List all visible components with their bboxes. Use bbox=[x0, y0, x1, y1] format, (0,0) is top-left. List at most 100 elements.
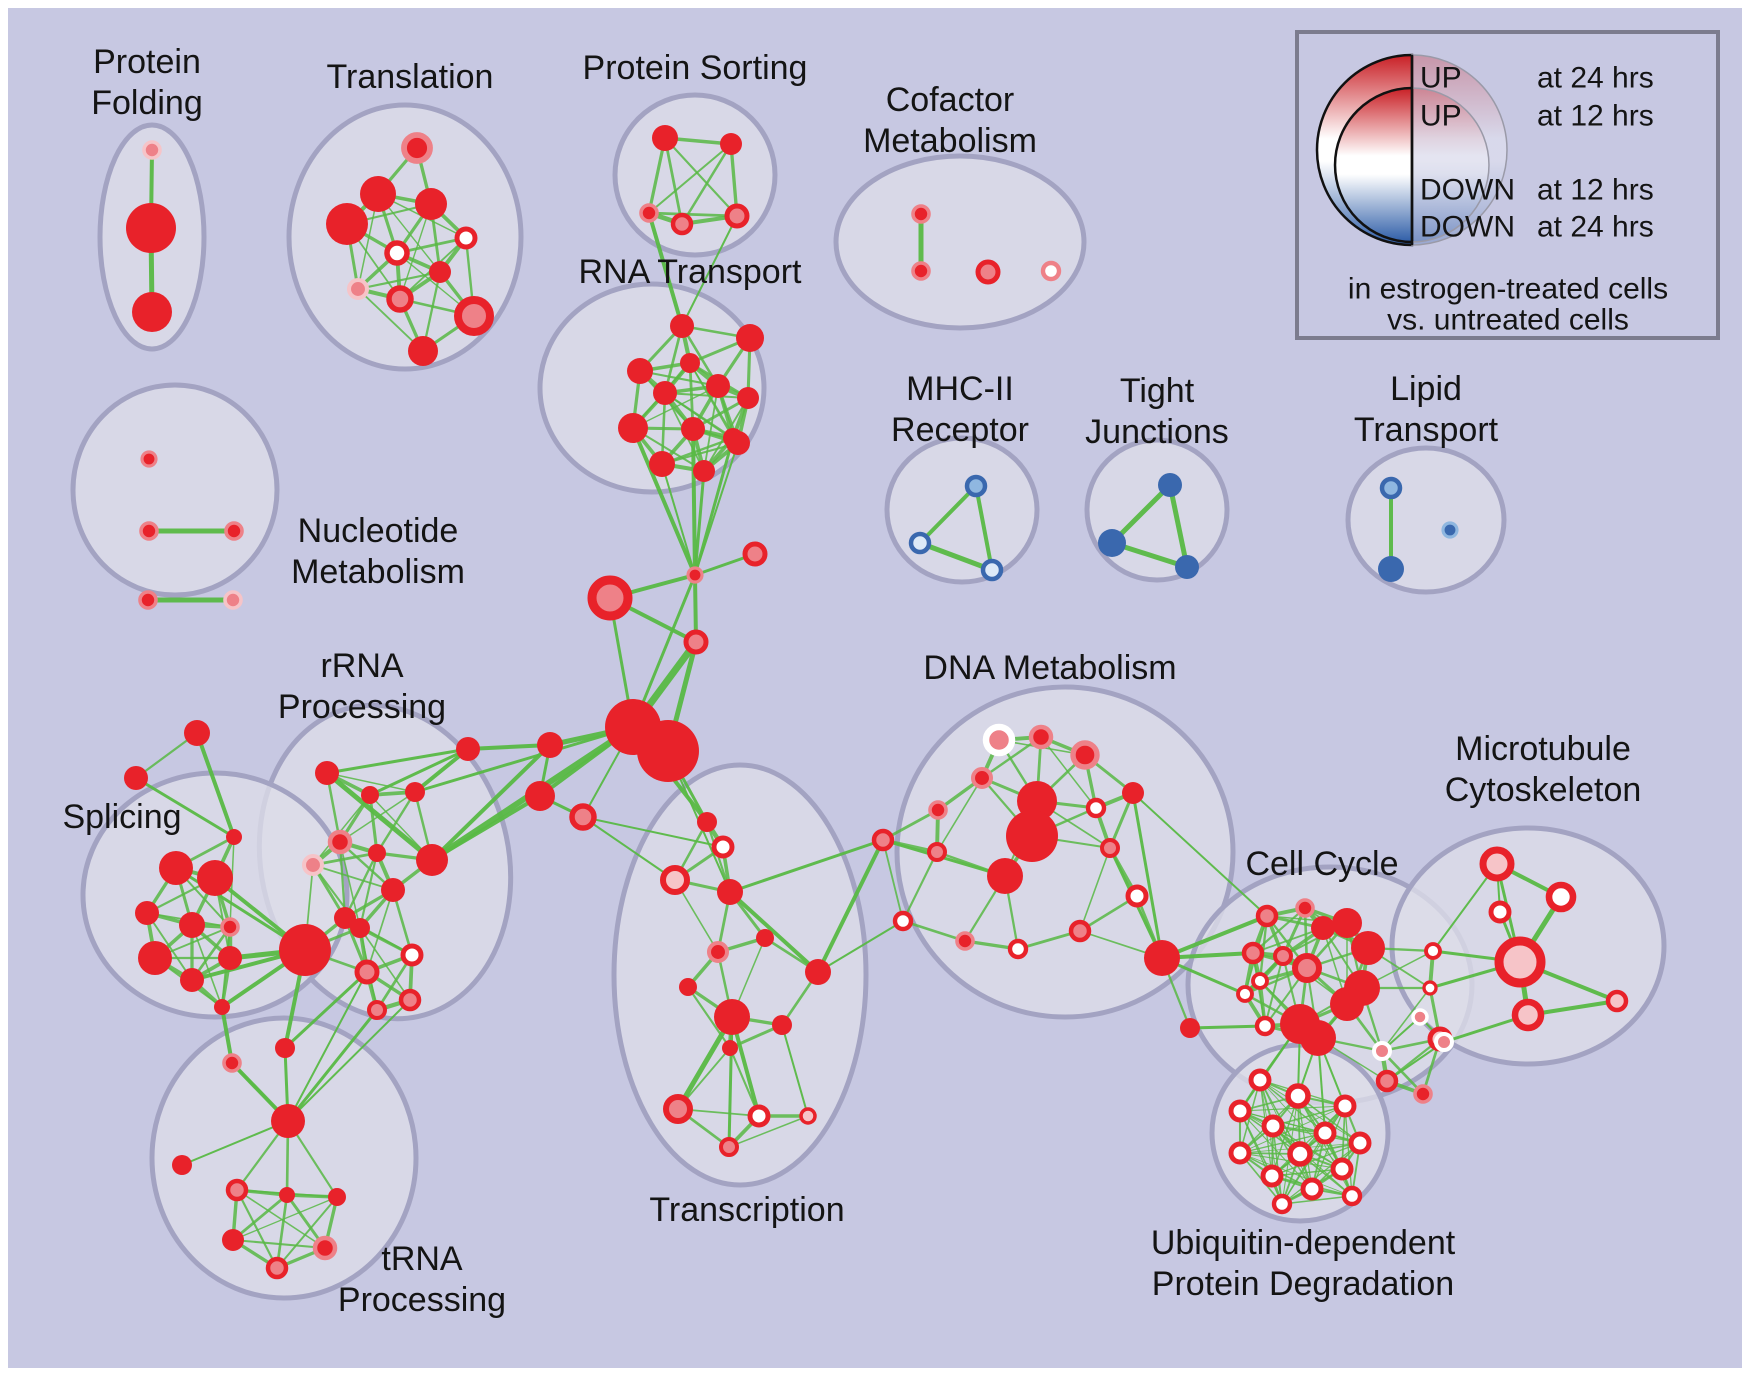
nodes bbox=[124, 125, 1629, 1280]
gene-node bbox=[1125, 884, 1149, 908]
edge bbox=[1132, 792, 1268, 917]
gene-node bbox=[683, 629, 709, 655]
gene-node bbox=[1375, 1069, 1399, 1093]
gene-node bbox=[381, 878, 405, 902]
cluster-label-tl: Translation bbox=[327, 58, 494, 96]
cluster-ellipse-trna bbox=[149, 1015, 419, 1301]
cluster-label-cc: Cell Cycle bbox=[1245, 845, 1398, 883]
cluster-label-txn: Transcription bbox=[649, 1191, 844, 1229]
gene-node bbox=[627, 358, 653, 384]
edge bbox=[287, 999, 411, 1122]
gene-node bbox=[964, 474, 988, 498]
gene-node bbox=[697, 812, 717, 832]
edge bbox=[343, 851, 379, 920]
edge bbox=[1271, 1105, 1346, 1177]
cluster-label-rrna: Processing bbox=[278, 688, 446, 726]
gene-node bbox=[214, 999, 230, 1015]
edge bbox=[936, 777, 983, 853]
edge bbox=[582, 816, 676, 881]
gene-node bbox=[1273, 946, 1293, 966]
gene-node bbox=[1070, 740, 1100, 770]
edge bbox=[727, 1015, 734, 1149]
edge bbox=[366, 889, 394, 973]
gene-node bbox=[1378, 556, 1404, 582]
gene-node bbox=[747, 1104, 771, 1128]
gene-node bbox=[142, 140, 162, 160]
edge bbox=[901, 919, 967, 943]
edge bbox=[1271, 1168, 1343, 1177]
gene-node bbox=[1488, 900, 1512, 924]
gene-node bbox=[223, 590, 243, 610]
edge bbox=[232, 1196, 338, 1241]
gene-node bbox=[1511, 998, 1545, 1032]
edge bbox=[974, 484, 994, 572]
gene-node bbox=[1251, 972, 1269, 990]
cluster-ellipse-rt bbox=[537, 281, 767, 495]
gene-node bbox=[681, 417, 705, 441]
legend-time: at 12 hrs bbox=[1537, 100, 1654, 133]
edge bbox=[1239, 1152, 1353, 1197]
edge bbox=[693, 436, 735, 577]
gene-node bbox=[368, 844, 386, 862]
gene-node bbox=[132, 292, 172, 332]
legend-direction: DOWN bbox=[1420, 174, 1515, 207]
gene-node bbox=[714, 999, 750, 1035]
gene-node bbox=[312, 1235, 338, 1261]
edge bbox=[1160, 914, 1269, 960]
gene-node bbox=[225, 1178, 249, 1202]
cluster-ellipse-nuc bbox=[70, 382, 280, 598]
gene-node bbox=[772, 1015, 792, 1035]
edge bbox=[1272, 1125, 1283, 1205]
legend: UP at 24 hrs UP at 12 hrs DOWN at 12 hrs DOWN a… bbox=[1295, 30, 1720, 340]
edge bbox=[231, 1238, 327, 1250]
gene-node bbox=[328, 1188, 346, 1206]
gene-node bbox=[892, 910, 914, 932]
gene-node bbox=[1158, 473, 1182, 497]
gene-node bbox=[1285, 1083, 1311, 1109]
gene-node bbox=[456, 737, 480, 761]
edge bbox=[816, 838, 885, 974]
gene-node bbox=[1287, 1141, 1313, 1167]
gene-node bbox=[670, 212, 694, 236]
cluster-ellipse-lip bbox=[1345, 445, 1507, 595]
gene-node bbox=[1372, 1041, 1392, 1061]
edge bbox=[312, 864, 394, 891]
edge bbox=[430, 743, 552, 862]
gene-node bbox=[1241, 941, 1265, 965]
gene-node bbox=[367, 1000, 387, 1020]
gene-node bbox=[1144, 940, 1180, 976]
cluster-label-mt: Microtubule bbox=[1455, 730, 1631, 768]
gene-node bbox=[1545, 881, 1577, 913]
cluster-label-trna: tRNA bbox=[381, 1240, 463, 1278]
edge bbox=[283, 970, 369, 1050]
gene-node bbox=[401, 132, 433, 164]
legend-footer: vs. untreated cells bbox=[1387, 304, 1629, 337]
gene-node bbox=[1261, 1114, 1285, 1138]
cluster-label-pf: Protein bbox=[93, 43, 201, 81]
gene-node bbox=[756, 929, 774, 947]
gene-node bbox=[1313, 1121, 1337, 1145]
gene-node bbox=[172, 1155, 192, 1175]
gene-node bbox=[1479, 846, 1515, 882]
gene-node bbox=[1441, 521, 1459, 539]
edge bbox=[917, 540, 995, 573]
gene-node bbox=[1228, 1141, 1252, 1165]
edge bbox=[703, 385, 719, 472]
gene-node bbox=[334, 907, 356, 929]
edge bbox=[231, 1193, 289, 1242]
gene-node bbox=[1333, 1094, 1357, 1118]
gene-node bbox=[525, 781, 555, 811]
gene-node bbox=[1424, 942, 1442, 960]
edge bbox=[1079, 847, 1111, 932]
gene-node bbox=[1098, 529, 1126, 557]
edge bbox=[1259, 1079, 1343, 1170]
edge bbox=[663, 136, 739, 218]
gene-node bbox=[1255, 904, 1279, 928]
edge bbox=[693, 469, 706, 577]
edge bbox=[728, 838, 885, 894]
cluster-label-mt: Cytoskeleton bbox=[1445, 771, 1642, 809]
gene-node bbox=[637, 720, 699, 782]
gene-node bbox=[871, 828, 895, 852]
gene-node bbox=[982, 723, 1016, 757]
edge bbox=[1281, 1142, 1361, 1205]
